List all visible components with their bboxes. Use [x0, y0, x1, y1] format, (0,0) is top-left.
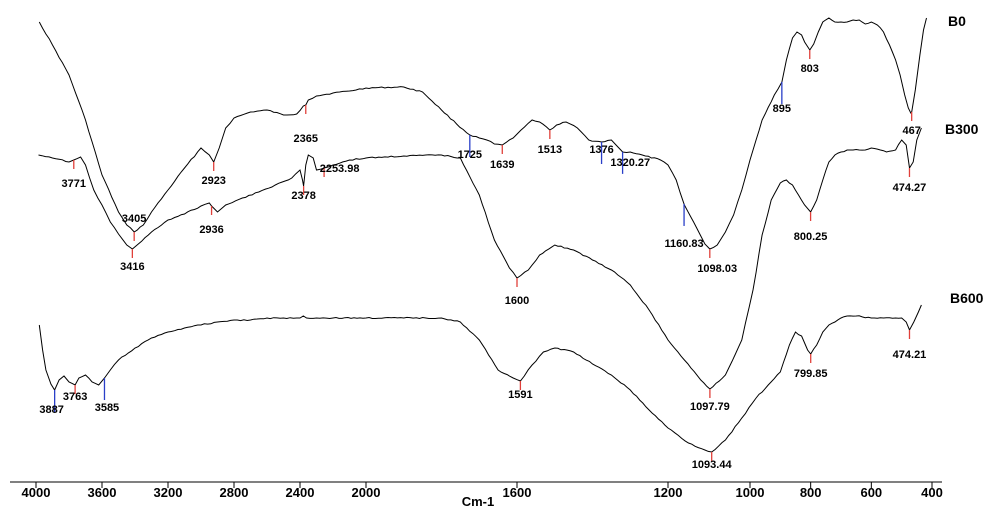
peak-label: 467 [902, 125, 920, 137]
x-tick-label: 2800 [220, 485, 249, 500]
peak-label: 3416 [120, 261, 144, 273]
peak-label: 2923 [201, 175, 225, 187]
peak-label: 803 [801, 63, 819, 75]
peak-label: 799.85 [794, 368, 828, 380]
peak-label: 800.25 [794, 231, 828, 243]
x-tick-label: 1200 [654, 485, 683, 500]
peak-label: 1600 [505, 295, 529, 307]
peak-label: 1639 [490, 159, 514, 171]
x-tick-label: 4000 [22, 485, 51, 500]
peak-label: 3585 [95, 402, 119, 414]
peak-label: 1160.83 [664, 238, 703, 250]
x-tick-label: 800 [800, 485, 822, 500]
peak-label: 895 [773, 103, 791, 115]
peak-label: 1376 [589, 144, 613, 156]
peak-label: 2253.98 [320, 163, 360, 175]
peak-label: 1098.03 [697, 263, 737, 275]
peak-label: 1591 [508, 389, 532, 401]
series-label-b0: B0 [948, 13, 966, 29]
peak-label: 1097.79 [690, 401, 730, 413]
peak-label: 474.21 [893, 349, 927, 361]
x-tick-label: 1000 [736, 485, 765, 500]
x-tick-label: 2400 [286, 485, 315, 500]
peak-label: 2936 [199, 224, 223, 236]
x-tick-label: 600 [860, 485, 882, 500]
peak-label: 2378 [291, 190, 315, 202]
x-tick-label: 3600 [88, 485, 117, 500]
spectrum-line-b600 [38, 304, 922, 453]
x-tick-label: 2000 [352, 485, 381, 500]
peak-label: 3771 [62, 178, 86, 190]
spectrum-line-b0 [38, 17, 927, 250]
peak-label: 1725 [458, 149, 482, 161]
peak-label: 2365 [294, 133, 318, 145]
x-tick-label: 1600 [503, 485, 532, 500]
spectrum-line-b300 [38, 127, 922, 390]
x-tick-label: 400 [921, 485, 943, 500]
peak-label: 1513 [538, 144, 562, 156]
x-axis-ticks: 4000 3600 3200 2800 2400 2000 1600 1200 1000 800 6… [22, 482, 943, 500]
peak-label: 1320.27 [610, 157, 650, 169]
series-label-b600: B600 [950, 290, 984, 306]
peak-label: 3887 [39, 404, 63, 416]
x-tick-label: 3200 [154, 485, 183, 500]
x-axis-title: Cm-1 [462, 494, 495, 508]
peak-label: 1093.44 [692, 459, 733, 471]
peak-label: 474.27 [893, 182, 927, 194]
peak-markers-layer [53, 50, 913, 461]
series-label-b300: B300 [945, 121, 979, 137]
peak-label: 3763 [63, 391, 87, 403]
peak-label: 3405 [122, 213, 146, 225]
